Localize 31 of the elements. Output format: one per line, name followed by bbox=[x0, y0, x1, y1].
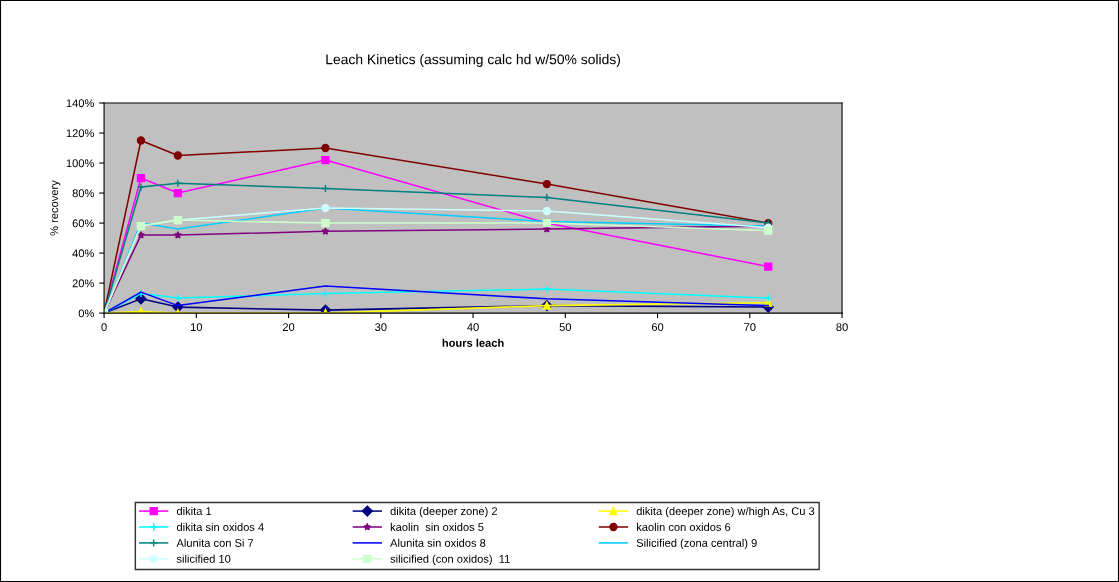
y-tick-label: 80% bbox=[72, 189, 94, 198]
legend-label: dikita 1 bbox=[176, 506, 212, 516]
legend-label: Alunita con Si 7 bbox=[176, 538, 254, 547]
y-tick-label: 40% bbox=[72, 249, 94, 258]
legend-label: kaolin con oxidos 6 bbox=[636, 522, 731, 531]
y-tick-label: 60% bbox=[72, 219, 94, 228]
legend-label: silicified 10 bbox=[176, 554, 231, 563]
x-tick-label: 40 bbox=[467, 323, 479, 331]
legend-label: silicified (con oxidos) 11 bbox=[390, 554, 510, 566]
x-tick-label: 30 bbox=[375, 323, 387, 331]
x-tick-label: 80 bbox=[836, 323, 848, 331]
y-tick-label: 140% bbox=[66, 99, 94, 108]
y-axis-title: % recovery bbox=[50, 180, 61, 236]
y-tick-label: 100% bbox=[66, 159, 94, 168]
chart-title: Leach Kinetics (assuming calc hd w/50% solids) bbox=[326, 54, 621, 68]
x-tick-label: 70 bbox=[744, 323, 756, 331]
legend-label: dikita (deeper zone) w/high As, Cu 3 bbox=[636, 506, 815, 518]
legend-label: dikita sin oxidos 4 bbox=[176, 522, 264, 531]
legend-label: Silicified (zona central) 9 bbox=[636, 538, 757, 550]
x-tick-label: 10 bbox=[190, 323, 203, 331]
x-tick-label: 60 bbox=[651, 323, 664, 331]
y-tick-label: 120% bbox=[66, 129, 94, 138]
y-tick-label: 0% bbox=[78, 309, 94, 318]
legend-label: Alunita sin oxidos 8 bbox=[390, 538, 486, 547]
x-tick-label: 0 bbox=[101, 323, 107, 331]
legend-label: kaolin sin oxidos 5 bbox=[390, 522, 484, 531]
x-tick-label: 20 bbox=[282, 323, 295, 331]
x-axis-title: hours leach bbox=[442, 338, 504, 347]
legend-label: dikita (deeper zone) 2 bbox=[390, 506, 497, 518]
y-tick-label: 20% bbox=[72, 279, 94, 288]
x-tick-label: 50 bbox=[559, 323, 572, 331]
